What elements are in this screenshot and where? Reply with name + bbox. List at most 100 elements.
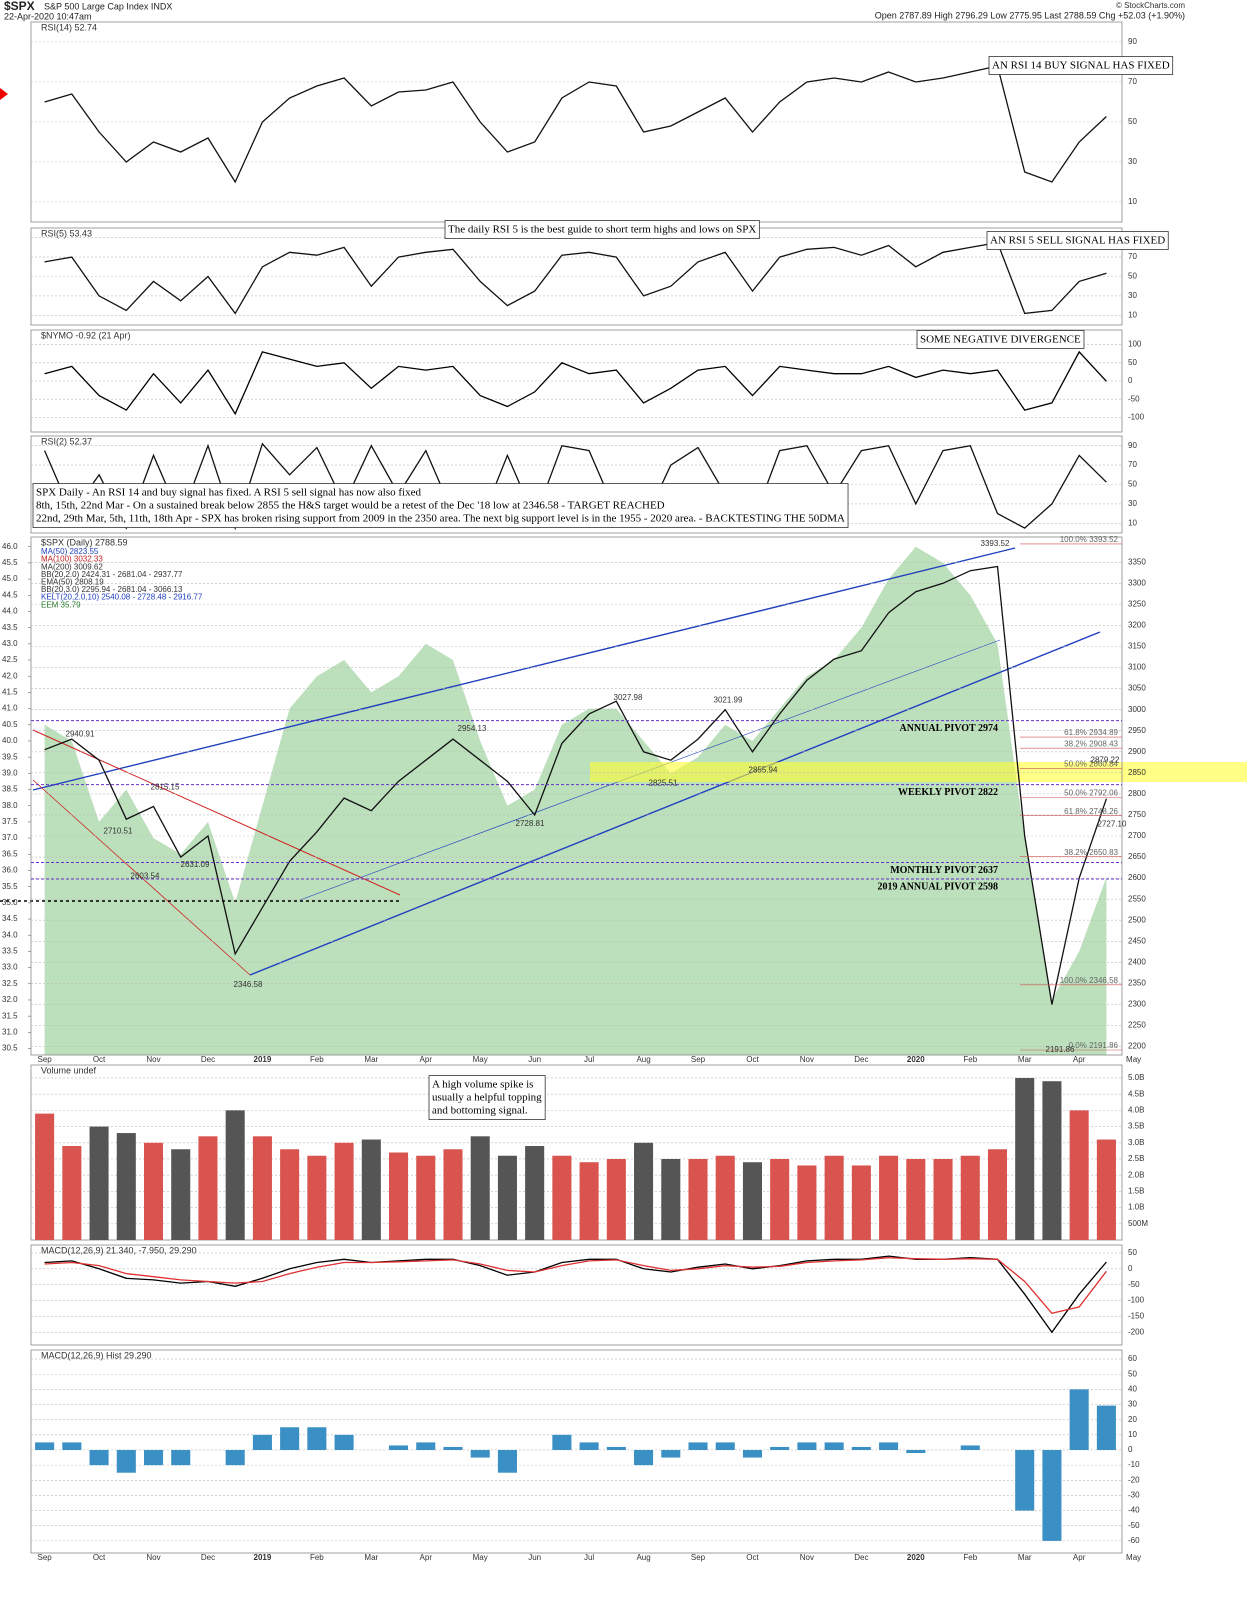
legend-entry: BB(20,2.0) 2424.31 - 2681.04 - 2937.77 [41, 570, 183, 579]
y-tick-label: 2.5B [1128, 1154, 1144, 1163]
y2-tick-label: 34.5 [2, 914, 18, 923]
price-label: 2346.58 [234, 980, 263, 989]
x-tick-label: Sep [37, 1055, 52, 1064]
y-tick-label: 2250 [1128, 1021, 1146, 1030]
y-tick-label: 2700 [1128, 831, 1146, 840]
bar [797, 1165, 817, 1240]
x-tick-label: Jun [528, 1055, 541, 1064]
annotation-box [444, 220, 760, 239]
bar [606, 1158, 626, 1240]
y-tick-label: -100 [1128, 413, 1145, 422]
y-tick-label: 70 [1128, 77, 1137, 86]
bar [443, 1446, 463, 1450]
bar [879, 1155, 899, 1240]
panel-title: MACD(12,26,9) Hist 29.290 [41, 1350, 152, 1360]
x-tick-label: Nov [800, 1553, 814, 1562]
y2-tick-label: 33.5 [2, 947, 18, 956]
arrow [0, 88, 8, 100]
fib-label: 61.8% 2934.89 [1064, 728, 1118, 737]
pivot-label: ANNUAL PIVOT 2974 [899, 723, 998, 734]
pivot-label: 2019 ANNUAL PIVOT 2598 [878, 881, 998, 892]
y-tick-label: 3300 [1128, 578, 1146, 587]
bar [797, 1442, 817, 1450]
x-tick-label: Dec [854, 1553, 868, 1562]
x-tick-label: Oct [746, 1553, 759, 1562]
y2-tick-label: 37.5 [2, 817, 18, 826]
bar [715, 1442, 735, 1450]
x-tick-label: Mar [364, 1055, 378, 1064]
price-label: 2855.94 [749, 765, 778, 774]
y2-tick-label: 35.0 [2, 898, 18, 907]
panel-title: $NYMO -0.92 (21 Apr) [41, 330, 131, 340]
price-label: 2954.13 [458, 724, 487, 733]
y-tick-label: 3200 [1128, 621, 1146, 630]
bar [824, 1155, 844, 1240]
y-tick-label: 2450 [1128, 936, 1146, 945]
y-tick-label: -20 [1128, 1475, 1140, 1484]
y-tick-label: -200 [1128, 1327, 1145, 1336]
y-tick-label: 40 [1128, 1384, 1137, 1393]
y-tick-label: 3.0B [1128, 1138, 1144, 1147]
y2-tick-label: 39.5 [2, 752, 18, 761]
x-tick-label: Dec [201, 1553, 215, 1562]
y-tick-label: 30 [1128, 157, 1137, 166]
panel-title: RSI(2) 52.37 [41, 436, 92, 446]
annotation: usually a helpful topping [432, 1092, 542, 1104]
credit: © StockCharts.com [1116, 1, 1185, 10]
bar [933, 1158, 953, 1240]
bar [1042, 1081, 1062, 1240]
price-label: 3021.99 [714, 696, 743, 705]
bar [1096, 1139, 1116, 1240]
panel-frame [30, 1064, 1123, 1241]
trend-line [32, 729, 401, 896]
bar [470, 1136, 490, 1240]
y-tick-label: 0 [1128, 1264, 1133, 1273]
x-tick-label: Apr [420, 1553, 433, 1562]
y2-tick-label: 44.5 [2, 590, 18, 599]
y-tick-label: -50 [1128, 1280, 1140, 1289]
x-tick-label: Mar [1018, 1055, 1032, 1064]
bar [742, 1449, 762, 1458]
bar [525, 1146, 545, 1240]
bar [416, 1155, 436, 1240]
y-tick-label: 70 [1128, 252, 1137, 261]
y-tick-label: 50 [1128, 1369, 1137, 1378]
x-tick-label: Sep [37, 1553, 52, 1562]
y-tick-label: 50 [1128, 272, 1137, 281]
y2-tick-label: 31.5 [2, 1011, 18, 1020]
y-tick-label: 1.5B [1128, 1186, 1144, 1195]
y-tick-label: 30 [1128, 291, 1137, 300]
bar [552, 1434, 572, 1450]
line [44, 65, 1107, 184]
y-tick-label: -40 [1128, 1506, 1140, 1515]
fib-label: 0.0% 2191.86 [1069, 1041, 1119, 1050]
y-tick-label: 3250 [1128, 599, 1146, 608]
bar [688, 1442, 708, 1450]
legend-entry: BB(20,3.0) 2295.94 - 2681.04 - 3066.13 [41, 585, 183, 594]
price-label: 2815.15 [151, 783, 180, 792]
y-tick-label: 2650 [1128, 852, 1146, 861]
y-tick-label: -60 [1128, 1536, 1140, 1545]
trend-line [32, 779, 251, 976]
y-tick-label: 50 [1128, 1248, 1137, 1257]
y-tick-label: 3000 [1128, 705, 1146, 714]
x-tick-label: 2019 [254, 1553, 272, 1562]
bar [252, 1136, 272, 1240]
bar [579, 1162, 599, 1240]
y-tick-label: -150 [1128, 1312, 1145, 1321]
x-tick-label: Sep [691, 1553, 706, 1562]
bar [225, 1449, 245, 1466]
line [44, 350, 1107, 416]
bar [606, 1446, 626, 1450]
x-tick-label: Oct [93, 1553, 106, 1562]
y2-tick-label: 38.0 [2, 801, 18, 810]
x-tick-label: Jul [584, 1553, 594, 1562]
y2-tick-label: 45.5 [2, 558, 18, 567]
y-tick-label: 4.5B [1128, 1089, 1144, 1098]
y-tick-label: 2900 [1128, 747, 1146, 756]
bar [661, 1449, 681, 1458]
y2-tick-label: 30.5 [2, 1044, 18, 1053]
y-tick-label: 2.0B [1128, 1170, 1144, 1179]
fib-label: 100.0% 2346.58 [1060, 976, 1119, 985]
y2-tick-label: 45.0 [2, 574, 18, 583]
